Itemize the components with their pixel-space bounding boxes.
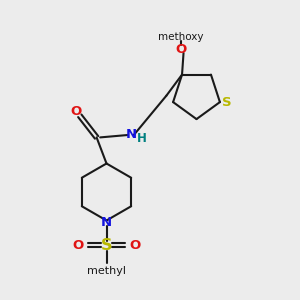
Text: O: O	[70, 105, 82, 118]
Text: methoxy: methoxy	[158, 32, 204, 42]
Text: methyl: methyl	[87, 266, 126, 276]
Text: O: O	[129, 238, 140, 252]
Text: S: S	[101, 238, 112, 253]
Text: S: S	[222, 96, 231, 109]
Text: H: H	[137, 131, 146, 145]
Text: N: N	[101, 215, 112, 229]
Text: N: N	[126, 128, 137, 142]
Text: O: O	[73, 238, 84, 252]
Text: O: O	[176, 43, 187, 56]
